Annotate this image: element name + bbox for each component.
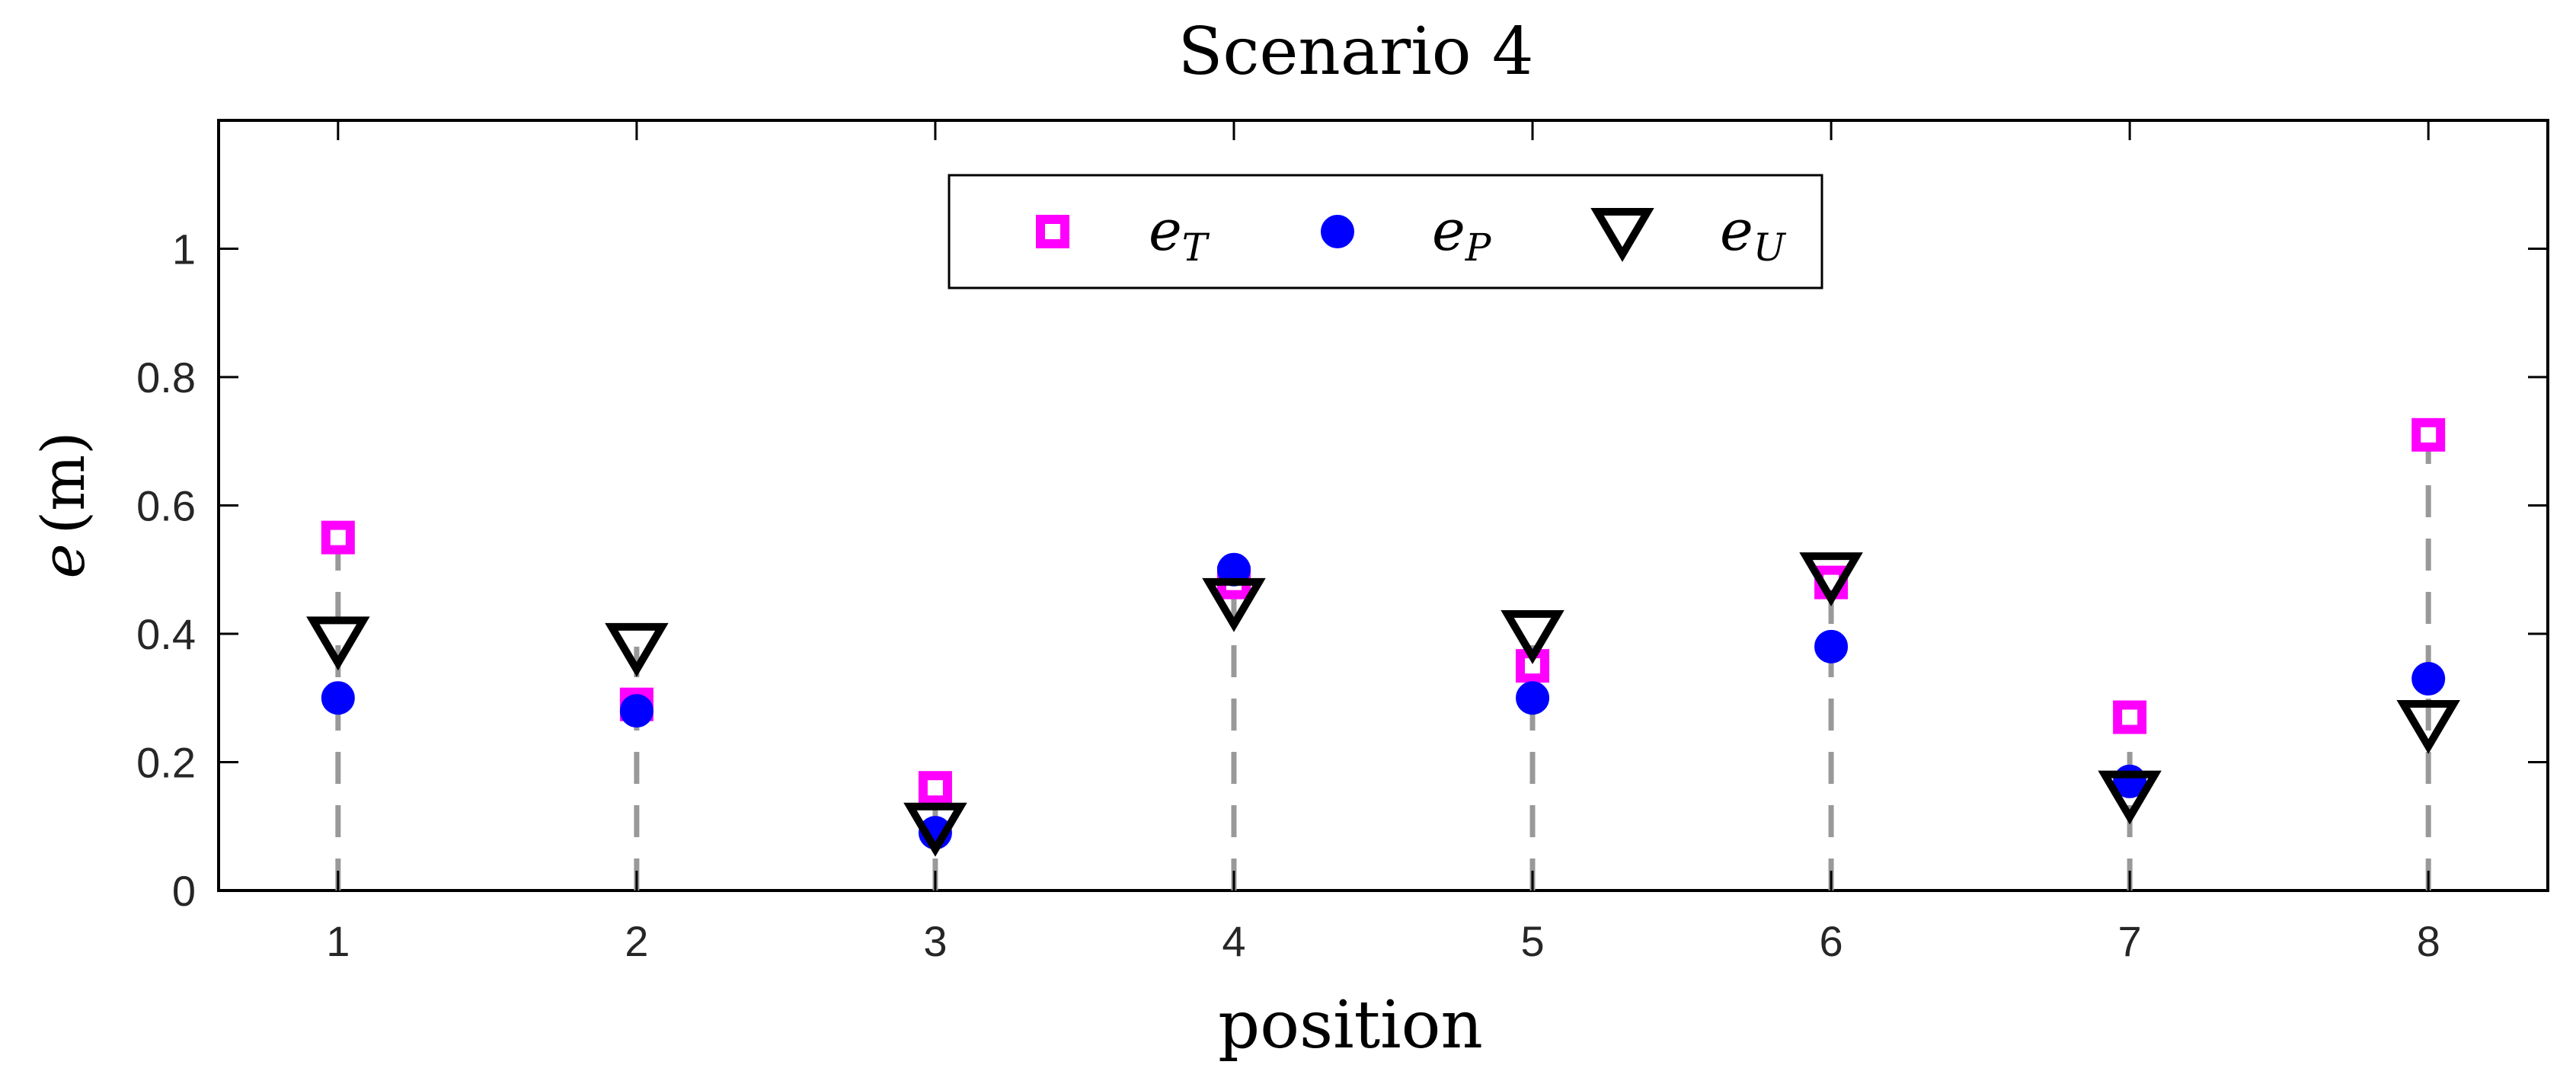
legend-symbol-T	[1036, 215, 1069, 248]
marker-eP-2	[619, 694, 654, 728]
marker-eP-1	[321, 681, 355, 715]
x-tick-label: 4	[1222, 917, 1245, 965]
marker-eU-1	[306, 616, 370, 671]
y-axis-label-var: e	[30, 543, 98, 578]
y-tick-label: 0.6	[136, 482, 196, 530]
legend-symbol-P	[1321, 215, 1354, 248]
x-tick-label: 2	[625, 917, 648, 965]
marker-eP-6	[1814, 629, 1849, 664]
legend: eT eP eU	[948, 174, 1823, 289]
marker-eP-5	[1516, 681, 1550, 715]
marker-eU-4	[1202, 577, 1266, 632]
marker-eU-8	[2396, 699, 2460, 754]
x-tick-label: 8	[2417, 917, 2440, 965]
legend-symbol-U	[1590, 208, 1654, 262]
data-markers	[306, 417, 2460, 857]
y-tick-label: 0.4	[136, 610, 196, 658]
y-tick-label: 0.8	[136, 353, 196, 401]
legend-label-T: eT	[1149, 198, 1210, 270]
y-axis-label-unit: (m)	[30, 432, 98, 535]
x-tick-label: 3	[923, 917, 947, 965]
y-axis: 0 0.2 0.4 0.6 0.8 1	[136, 225, 2548, 915]
chart-title: Scenario 4	[1178, 14, 1533, 90]
marker-eU-2	[605, 622, 669, 677]
x-tick-label: 6	[1819, 917, 1843, 965]
legend-label-P: eP	[1432, 198, 1492, 270]
marker-eT-7	[2113, 700, 2147, 734]
legend-box	[948, 174, 1823, 289]
x-axis: 1 2 3 4 5 6 7 8	[326, 120, 2440, 965]
x-tick-label: 5	[1520, 917, 1544, 965]
marker-eU-3	[903, 802, 967, 857]
y-axis-label: e (m)	[30, 432, 98, 579]
y-tick-label: 0	[172, 867, 196, 915]
y-tick-label: 1	[172, 225, 196, 273]
x-tick-label: 1	[326, 917, 350, 965]
y-tick-label: 0.2	[136, 739, 196, 787]
marker-eP-8	[2411, 661, 2446, 695]
marker-eT-8	[2411, 417, 2446, 452]
marker-eU-7	[2098, 770, 2162, 825]
legend-label-U: eU	[1720, 198, 1787, 270]
marker-eU-6	[1799, 552, 1863, 607]
x-axis-label: position	[1218, 987, 1483, 1063]
x-tick-label: 7	[2118, 917, 2142, 965]
marker-eU-5	[1501, 610, 1564, 664]
marker-eT-1	[321, 520, 355, 555]
marker-eT-3	[918, 771, 952, 805]
